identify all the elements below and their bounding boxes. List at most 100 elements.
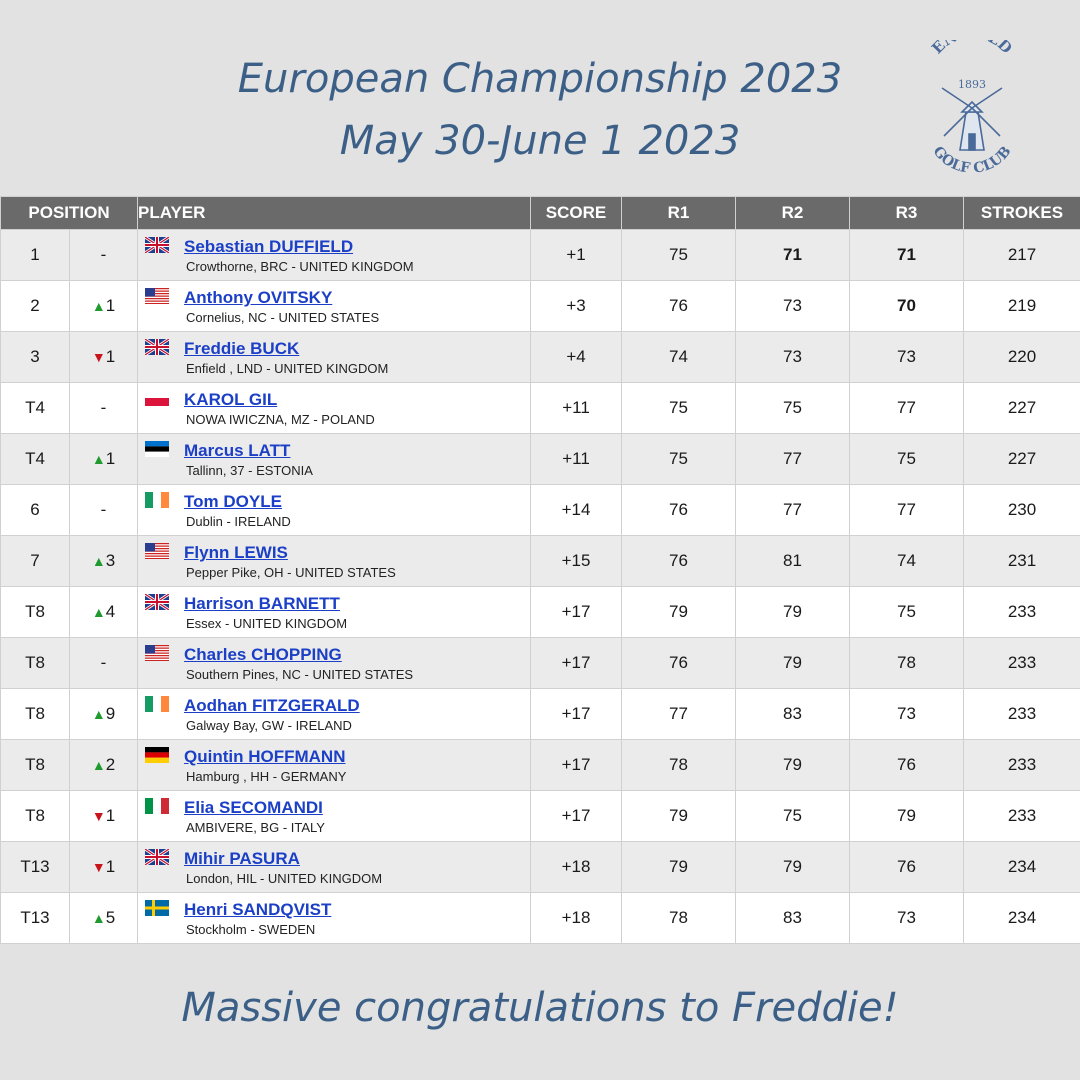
player-name-link[interactable]: Charles CHOPPING <box>184 645 342 664</box>
position-change: 1 <box>105 347 116 366</box>
score-cell: +17 <box>530 739 623 791</box>
page-title: European Championship 2023 May 30-June 1… <box>0 48 1080 172</box>
player-location: Tallinn, 37 - ESTONIA <box>186 463 313 478</box>
ee-flag-icon <box>145 441 170 457</box>
table-row: T8 ▲2 Quintin HOFFMANN Hamburg , HH - GERMA… <box>0 739 1080 791</box>
player-cell: Elia SECOMANDI AMBIVERE, BG - ITALY <box>137 790 532 842</box>
player-name-link[interactable]: KAROL GIL <box>184 390 278 409</box>
arrow-down-icon: ▼ <box>91 808 106 824</box>
strokes-cell: 233 <box>963 688 1080 740</box>
player-cell: Sebastian DUFFIELD Crowthorne, BRC - UNIT… <box>137 229 532 281</box>
arrow-up-icon: ▲ <box>91 451 106 467</box>
r1-cell: 78 <box>621 892 737 944</box>
position-change: - <box>100 653 107 672</box>
position-cell: 2 <box>0 280 70 332</box>
player-cell: Quintin HOFFMANN Hamburg , HH - GERMANY <box>137 739 532 791</box>
arrow-up-icon: ▲ <box>91 553 106 569</box>
r2-cell: 75 <box>735 790 851 842</box>
r2-cell: 75 <box>735 382 851 434</box>
position-change: 9 <box>105 704 116 723</box>
r3-cell: 77 <box>849 484 965 536</box>
r3-cell: 73 <box>849 892 965 944</box>
player-location: Southern Pines, NC - UNITED STATES <box>186 667 414 682</box>
score-cell: +18 <box>530 892 623 944</box>
score-cell: +3 <box>530 280 623 332</box>
position-cell: T4 <box>0 382 70 434</box>
table-row: 3 ▼1 Freddie BUCK Enfield , LND - UNITED KI… <box>0 331 1080 383</box>
r1-cell: 79 <box>621 841 737 893</box>
r2-cell: 79 <box>735 586 851 638</box>
r1-cell: 79 <box>621 790 737 842</box>
event-dates: May 30-June 1 2023 <box>339 118 741 164</box>
strokes-cell: 233 <box>963 790 1080 842</box>
r1-cell: 76 <box>621 637 737 689</box>
movement-cell: ▲4 <box>68 586 139 638</box>
r3-cell: 75 <box>849 586 965 638</box>
pl-flag-icon <box>145 390 170 406</box>
de-flag-icon <box>145 747 170 763</box>
movement-cell: ▲2 <box>68 739 139 791</box>
player-name-link[interactable]: Quintin HOFFMANN <box>184 747 346 766</box>
score-cell: +17 <box>530 790 623 842</box>
player-name-link[interactable]: Marcus LATT <box>184 441 291 460</box>
movement-cell: ▼1 <box>68 841 139 893</box>
r2-cell: 73 <box>735 331 851 383</box>
logo-top-text: ENFIELD <box>928 24 1016 57</box>
player-location: AMBIVERE, BG - ITALY <box>186 820 325 835</box>
player-name-link[interactable]: Sebastian DUFFIELD <box>184 237 354 256</box>
movement-cell: ▲1 <box>68 433 139 485</box>
score-cell: +4 <box>530 331 623 383</box>
player-name-link[interactable]: Aodhan FITZGERALD <box>184 696 360 715</box>
table-header: POSITION PLAYER SCORE R1 R2 R3 STROKES <box>0 196 1080 230</box>
table-row: 1 - Sebastian DUFFIELD Crowthorne, BRC - UN… <box>0 229 1080 281</box>
position-change: - <box>100 398 107 417</box>
player-name-link[interactable]: Tom DOYLE <box>184 492 282 511</box>
r1-cell: 76 <box>621 484 737 536</box>
score-cell: +15 <box>530 535 623 587</box>
table-row: 6- Tom DOYLE Dublin - IRELAND +14 76 77 77 230 <box>0 484 1080 536</box>
us-flag-icon <box>145 645 170 661</box>
movement-cell: - <box>68 484 139 536</box>
windmill-icon: ENFIELD 1893 GOLF CLUB <box>928 24 1016 177</box>
player-cell: Aodhan FITZGERALD Galway Bay, GW - IRELAN… <box>137 688 532 740</box>
player-name-link[interactable]: Henri SANDQVIST <box>184 900 332 919</box>
r3-cell: 76 <box>849 739 965 791</box>
strokes-cell: 234 <box>963 892 1080 944</box>
player-name-link[interactable]: Elia SECOMANDI <box>184 798 323 817</box>
player-name-link[interactable]: Mihir PASURA <box>184 849 300 868</box>
movement-cell: ▲1 <box>68 280 139 332</box>
score-cell: +17 <box>530 688 623 740</box>
table-row: T8 - Charles CHOPPING Southern Pines, NC - … <box>0 637 1080 689</box>
position-cell: T8 <box>0 586 70 638</box>
player-name-link[interactable]: Harrison BARNETT <box>184 594 340 613</box>
col-player: PLAYER <box>137 196 532 230</box>
position-change: 1 <box>105 806 116 825</box>
player-name-link[interactable]: Freddie BUCK <box>184 339 300 358</box>
player-name-link[interactable]: Flynn LEWIS <box>184 543 288 562</box>
r1-cell: 78 <box>621 739 737 791</box>
position-change: - <box>100 500 107 519</box>
player-cell: Henri SANDQVIST Stockholm - SWEDEN <box>137 892 532 944</box>
score-cell: +18 <box>530 841 623 893</box>
movement-cell: - <box>68 637 139 689</box>
strokes-cell: 217 <box>963 229 1080 281</box>
arrow-up-icon: ▲ <box>91 757 106 773</box>
r3-cell: 73 <box>849 688 965 740</box>
arrow-down-icon: ▼ <box>91 349 106 365</box>
uk-flag-icon <box>145 594 170 610</box>
player-location: London, HIL - UNITED KINGDOM <box>186 871 383 886</box>
congratulations-message: Massive congratulations to Freddie! <box>181 985 899 1031</box>
position-cell: 3 <box>0 331 70 383</box>
player-name-link[interactable]: Anthony OVITSKY <box>184 288 333 307</box>
ie-flag-icon <box>145 492 170 508</box>
r2-cell: 73 <box>735 280 851 332</box>
r3-cell: 71 <box>849 229 965 281</box>
position-cell: T8 <box>0 637 70 689</box>
table-row: T4 - KAROL GIL NOWA IWICZNA, MZ - POLAND +11… <box>0 382 1080 434</box>
ie-flag-icon <box>145 696 170 712</box>
position-cell: 6 <box>0 484 70 536</box>
uk-flag-icon <box>145 237 170 253</box>
strokes-cell: 233 <box>963 739 1080 791</box>
player-cell: KAROL GIL NOWA IWICZNA, MZ - POLAND <box>137 382 532 434</box>
movement-cell: - <box>68 229 139 281</box>
